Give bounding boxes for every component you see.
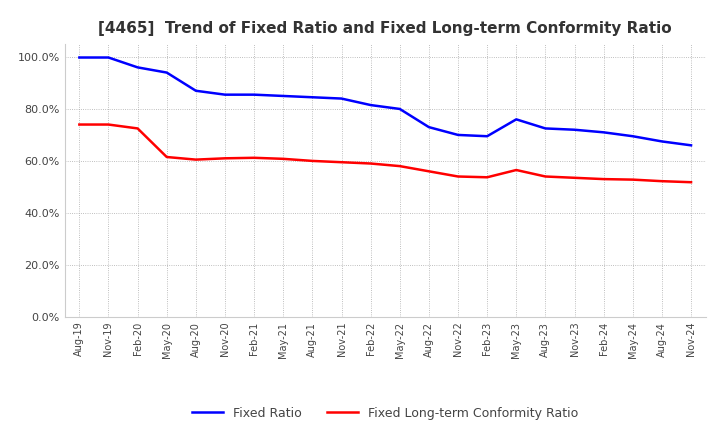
Fixed Long-term Conformity Ratio (279, 156, 287, 161)
Fixed Long-term Conformity Ratio (395, 164, 404, 169)
Fixed Long-term Conformity Ratio (599, 176, 608, 182)
Line: Fixed Long-term Conformity Ratio: Fixed Long-term Conformity Ratio (79, 125, 691, 182)
Fixed Long-term Conformity Ratio (250, 155, 258, 161)
Fixed Ratio (512, 117, 521, 122)
Fixed Ratio (629, 134, 637, 139)
Fixed Ratio (425, 125, 433, 130)
Fixed Long-term Conformity Ratio (192, 157, 200, 162)
Fixed Long-term Conformity Ratio (308, 158, 317, 164)
Fixed Ratio (220, 92, 229, 97)
Fixed Long-term Conformity Ratio (366, 161, 375, 166)
Fixed Long-term Conformity Ratio (425, 169, 433, 174)
Fixed Ratio (163, 70, 171, 75)
Fixed Ratio (657, 139, 666, 144)
Fixed Ratio (454, 132, 462, 138)
Fixed Long-term Conformity Ratio (687, 180, 696, 185)
Fixed Long-term Conformity Ratio (133, 126, 142, 131)
Fixed Long-term Conformity Ratio (570, 175, 579, 180)
Fixed Ratio (250, 92, 258, 97)
Fixed Ratio (570, 127, 579, 132)
Fixed Ratio (308, 95, 317, 100)
Fixed Long-term Conformity Ratio (75, 122, 84, 127)
Fixed Ratio (395, 106, 404, 112)
Fixed Ratio (104, 55, 113, 60)
Fixed Long-term Conformity Ratio (541, 174, 550, 179)
Fixed Ratio (133, 65, 142, 70)
Fixed Ratio (279, 93, 287, 99)
Fixed Ratio (541, 126, 550, 131)
Fixed Long-term Conformity Ratio (512, 167, 521, 172)
Fixed Long-term Conformity Ratio (629, 177, 637, 182)
Fixed Ratio (366, 103, 375, 108)
Fixed Long-term Conformity Ratio (337, 160, 346, 165)
Fixed Long-term Conformity Ratio (104, 122, 113, 127)
Line: Fixed Ratio: Fixed Ratio (79, 58, 691, 145)
Fixed Ratio (599, 130, 608, 135)
Title: [4465]  Trend of Fixed Ratio and Fixed Long-term Conformity Ratio: [4465] Trend of Fixed Ratio and Fixed Lo… (99, 21, 672, 36)
Fixed Long-term Conformity Ratio (454, 174, 462, 179)
Fixed Long-term Conformity Ratio (657, 179, 666, 184)
Fixed Long-term Conformity Ratio (163, 154, 171, 160)
Fixed Ratio (687, 143, 696, 148)
Fixed Ratio (483, 134, 492, 139)
Fixed Ratio (192, 88, 200, 93)
Fixed Long-term Conformity Ratio (220, 156, 229, 161)
Fixed Ratio (75, 55, 84, 60)
Fixed Long-term Conformity Ratio (483, 175, 492, 180)
Fixed Ratio (337, 96, 346, 101)
Legend: Fixed Ratio, Fixed Long-term Conformity Ratio: Fixed Ratio, Fixed Long-term Conformity … (187, 402, 583, 425)
